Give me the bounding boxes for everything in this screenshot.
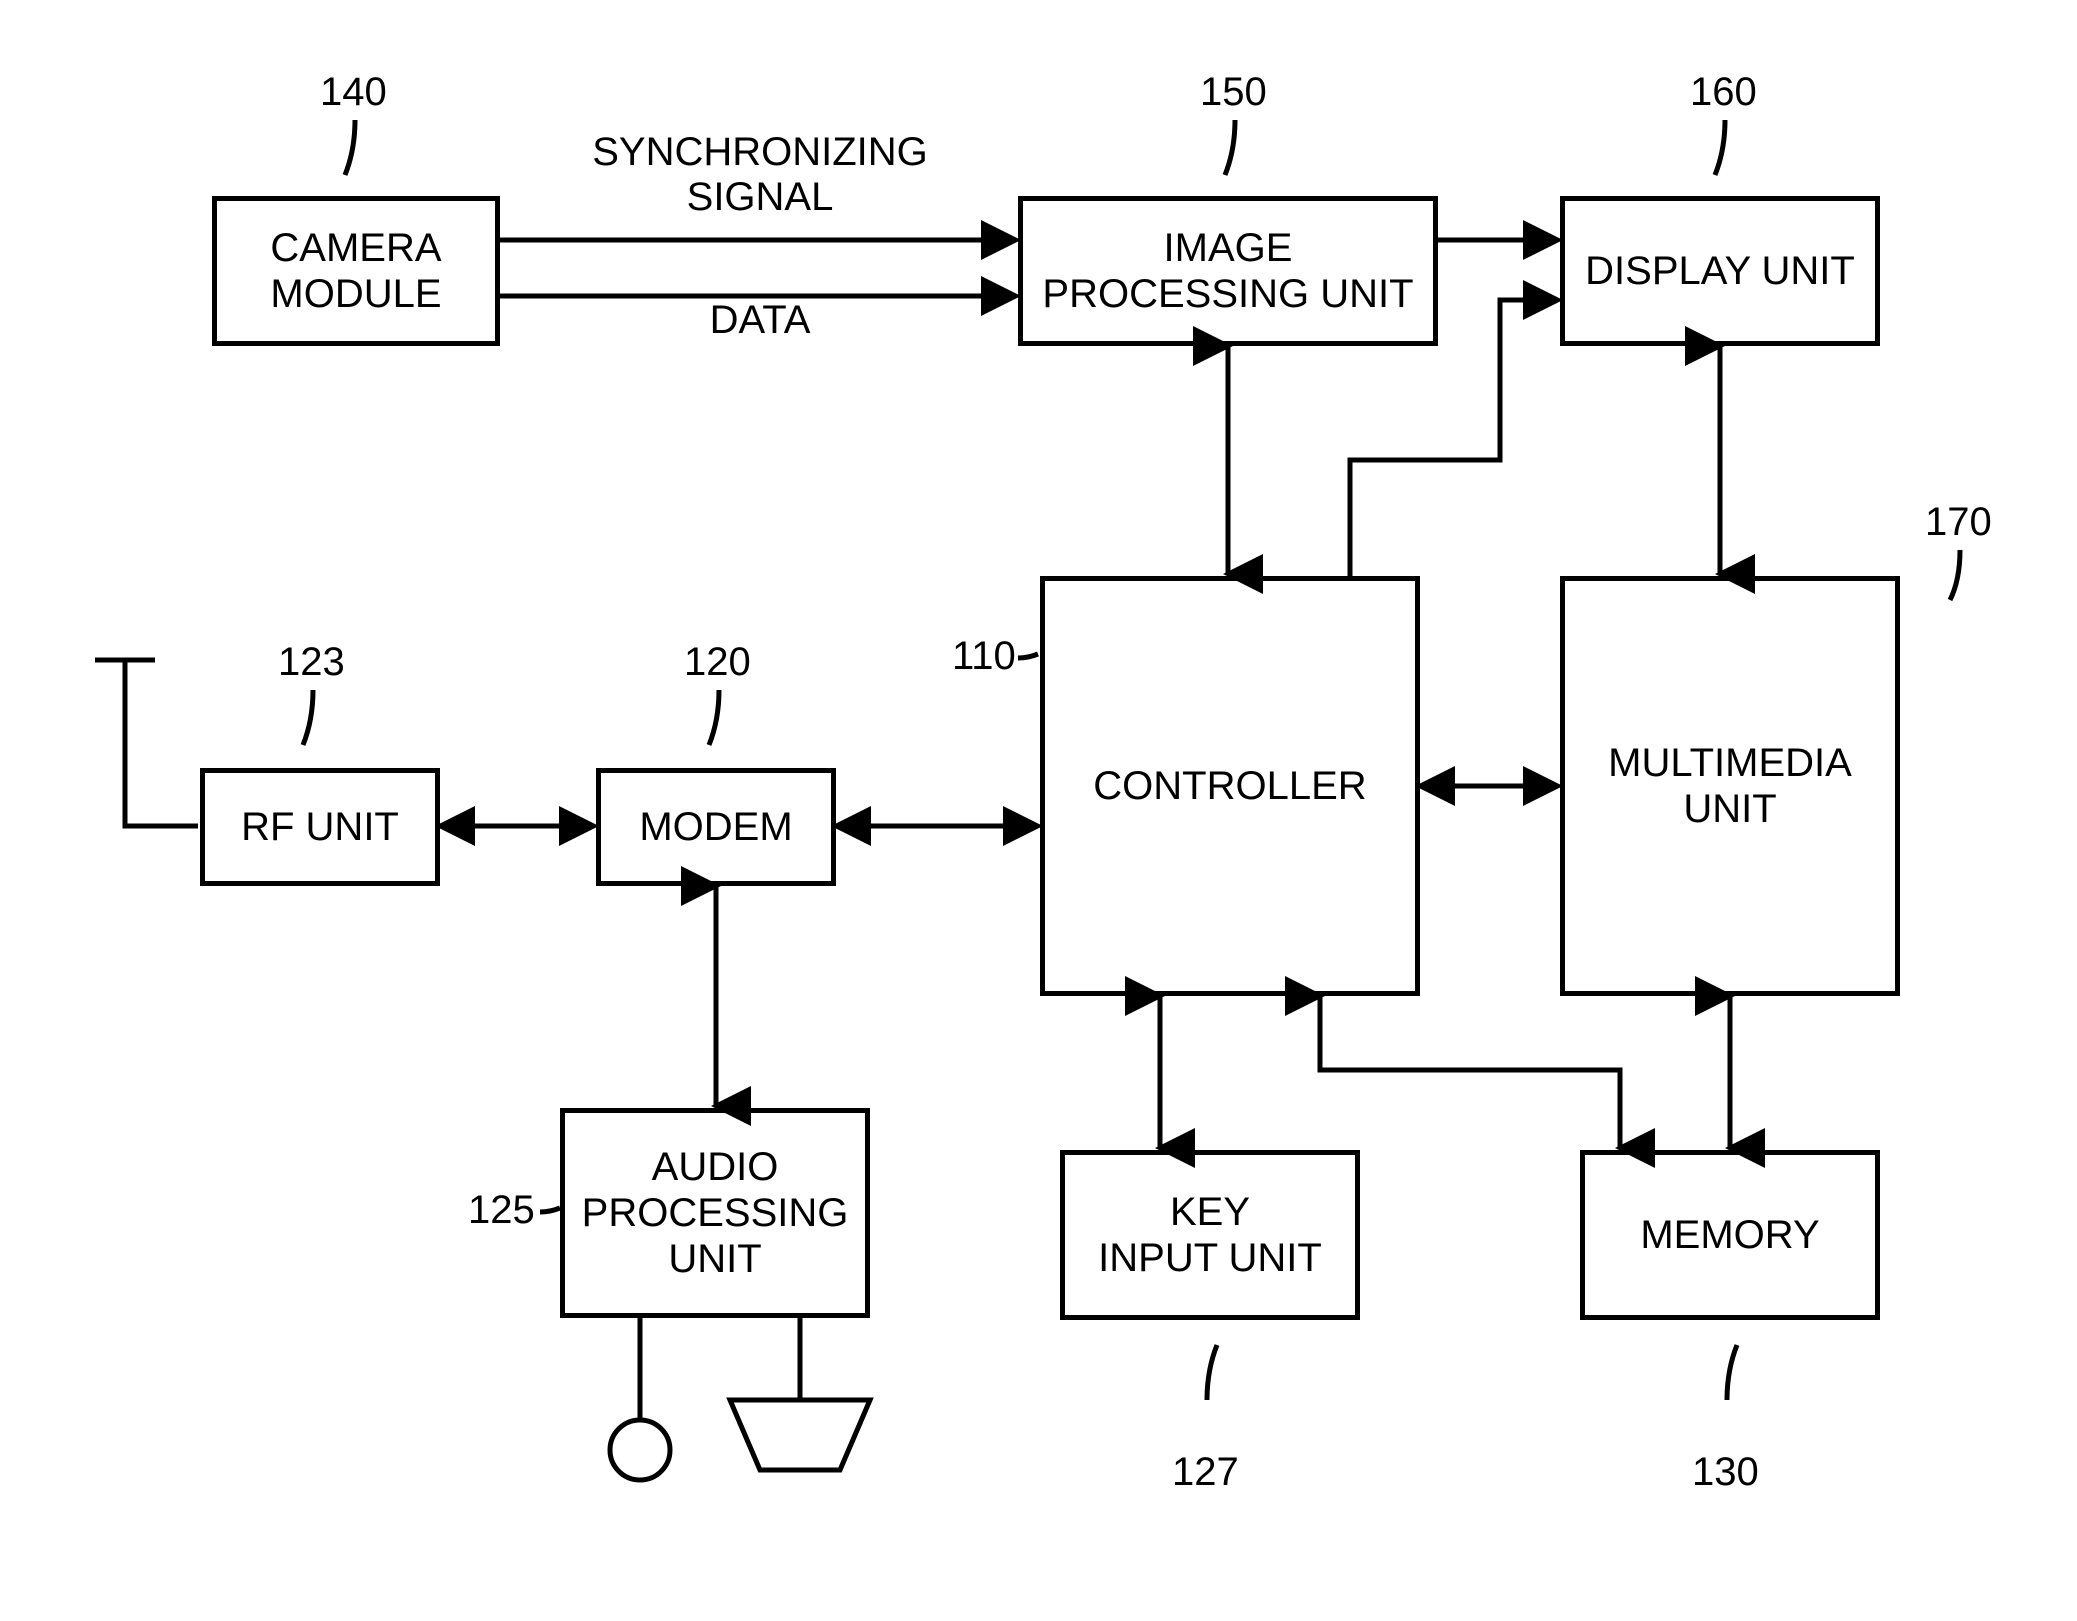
node-audio-processing-unit: AUDIOPROCESSINGUNIT <box>560 1108 870 1318</box>
ref-160: 160 <box>1690 70 1757 115</box>
ref-130: 130 <box>1692 1450 1759 1495</box>
node-label: MODEM <box>639 804 792 850</box>
node-label: RF UNIT <box>241 804 399 850</box>
ref-110: 110 <box>952 634 1016 679</box>
node-display-unit: DISPLAY UNIT <box>1560 196 1880 346</box>
node-image-processing-unit: IMAGEPROCESSING UNIT <box>1018 196 1438 346</box>
node-controller: CONTROLLER <box>1040 576 1420 996</box>
node-label: KEYINPUT UNIT <box>1098 1189 1322 1281</box>
node-label: IMAGEPROCESSING UNIT <box>1042 225 1413 317</box>
node-rf-unit: RF UNIT <box>200 768 440 886</box>
edge-label-data: DATA <box>690 298 830 343</box>
ref-125: 125 <box>468 1188 535 1233</box>
node-camera-module: CAMERAMODULE <box>212 196 500 346</box>
node-multimedia-unit: MULTIMEDIAUNIT <box>1560 576 1900 996</box>
node-label: CAMERAMODULE <box>270 225 441 317</box>
ref-123: 123 <box>278 640 345 685</box>
ref-170: 170 <box>1925 500 1992 545</box>
ref-127: 127 <box>1172 1450 1239 1495</box>
node-label: AUDIOPROCESSINGUNIT <box>582 1144 849 1282</box>
node-label: CONTROLLER <box>1093 763 1366 809</box>
ref-140: 140 <box>320 70 387 115</box>
node-key-input-unit: KEYINPUT UNIT <box>1060 1150 1360 1320</box>
node-label: MEMORY <box>1640 1212 1819 1258</box>
node-label: DISPLAY UNIT <box>1585 248 1855 294</box>
node-label: MULTIMEDIAUNIT <box>1608 740 1852 832</box>
ref-120: 120 <box>684 640 751 685</box>
ref-150: 150 <box>1200 70 1267 115</box>
node-memory: MEMORY <box>1580 1150 1880 1320</box>
edge-label-sync-signal: SYNCHRONIZINGSIGNAL <box>560 130 960 220</box>
node-modem: MODEM <box>596 768 836 886</box>
block-diagram: CAMERAMODULE IMAGEPROCESSING UNIT DISPLA… <box>0 0 2077 1621</box>
